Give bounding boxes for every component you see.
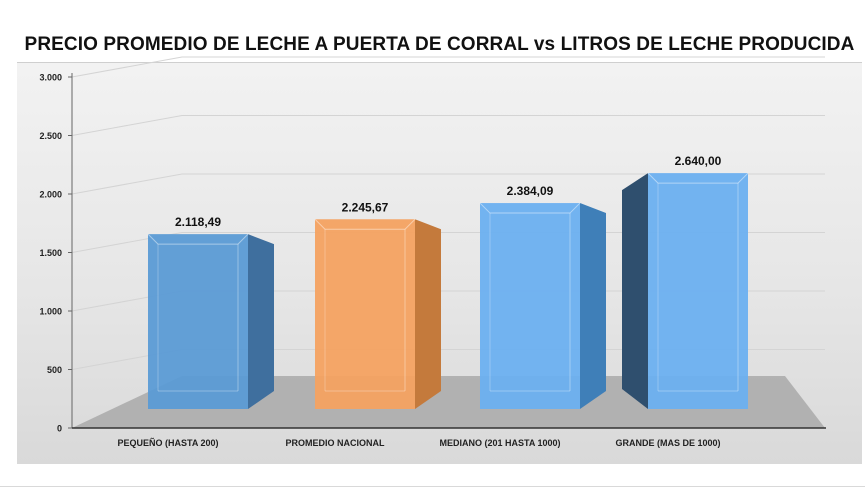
data-label: 2.245,67 bbox=[342, 200, 389, 214]
x-tick-label: PEQUEÑO (HASTA 200) bbox=[117, 438, 218, 448]
bar-edge bbox=[647, 172, 749, 184]
bar bbox=[315, 219, 415, 409]
gridline bbox=[71, 232, 825, 253]
y-tick-label: 1.000 bbox=[39, 307, 62, 317]
bar-edge bbox=[479, 202, 581, 214]
gridline bbox=[71, 115, 825, 136]
y-tick-label: 2.500 bbox=[39, 131, 62, 141]
gridline bbox=[71, 173, 825, 195]
data-label: 2.640,00 bbox=[675, 154, 722, 168]
y-tick-label: 500 bbox=[47, 365, 62, 375]
x-tick-label: PROMEDIO NACIONAL bbox=[286, 438, 386, 448]
bar bbox=[480, 203, 580, 409]
y-tick-label: 3.000 bbox=[39, 73, 62, 83]
y-tick-label: 2.000 bbox=[39, 190, 62, 200]
bar bbox=[148, 234, 248, 409]
bar-side bbox=[580, 203, 606, 409]
bar-side bbox=[622, 173, 648, 409]
gridline bbox=[71, 56, 825, 78]
x-tick-label: MEDIANO (201 HASTA 1000) bbox=[439, 438, 560, 448]
bar-edge bbox=[147, 233, 249, 245]
data-label: 2.384,09 bbox=[507, 184, 554, 198]
x-tick-label: GRANDE (MAS DE 1000) bbox=[615, 438, 720, 448]
y-tick-label: 1.500 bbox=[39, 248, 62, 258]
bar-edge bbox=[314, 218, 416, 230]
bar-side bbox=[248, 234, 274, 409]
bar bbox=[648, 173, 748, 409]
y-tick-label: 0 bbox=[57, 424, 62, 434]
data-label: 2.118,49 bbox=[175, 215, 221, 229]
bar-side bbox=[415, 219, 441, 409]
